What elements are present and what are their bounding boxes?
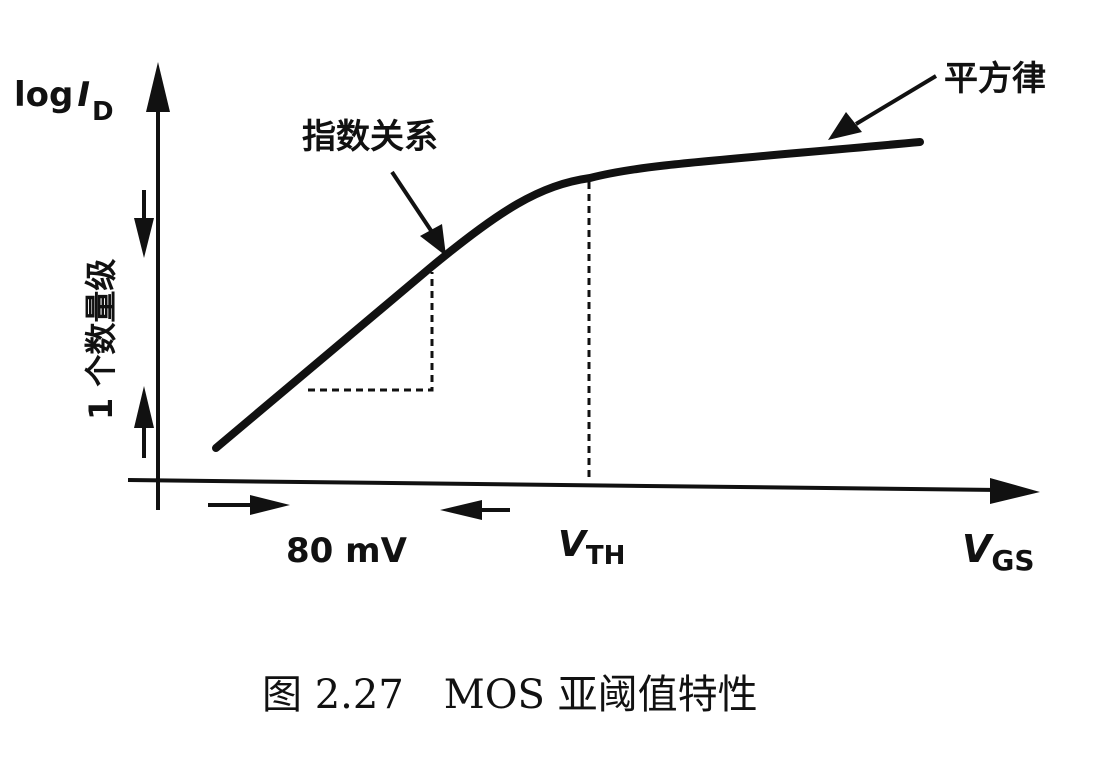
y-axis-label: log ID <box>14 75 114 127</box>
annotation-square-law: 平方律 <box>944 59 1046 99</box>
slope-label: 80 mV <box>286 531 408 571</box>
x-axis-label: VGS <box>962 527 1035 577</box>
figure-caption: 图 2.27 MOS 亚阈值特性 <box>262 672 758 718</box>
annotation-square-law-arrow <box>828 74 938 140</box>
slope-marker <box>208 495 510 520</box>
decade-arrow-up <box>134 386 154 428</box>
decade-marker <box>134 190 154 458</box>
vth-label: VTH <box>558 524 625 571</box>
decade-label: 1 个数量级 <box>82 259 120 420</box>
annotation-exponential-arrow <box>390 170 446 256</box>
y-axis <box>146 62 170 510</box>
slope-arrow-right <box>250 495 290 515</box>
slope-triangle <box>308 272 434 392</box>
x-axis <box>127 478 1040 504</box>
slope-arrow-left <box>440 500 482 520</box>
y-axis-arrowhead <box>146 62 170 112</box>
decade-arrow-down <box>134 218 154 258</box>
x-axis-arrowhead <box>990 478 1040 504</box>
id-vgs-curve <box>212 138 924 452</box>
annotation-exponential: 指数关系 <box>302 117 438 157</box>
